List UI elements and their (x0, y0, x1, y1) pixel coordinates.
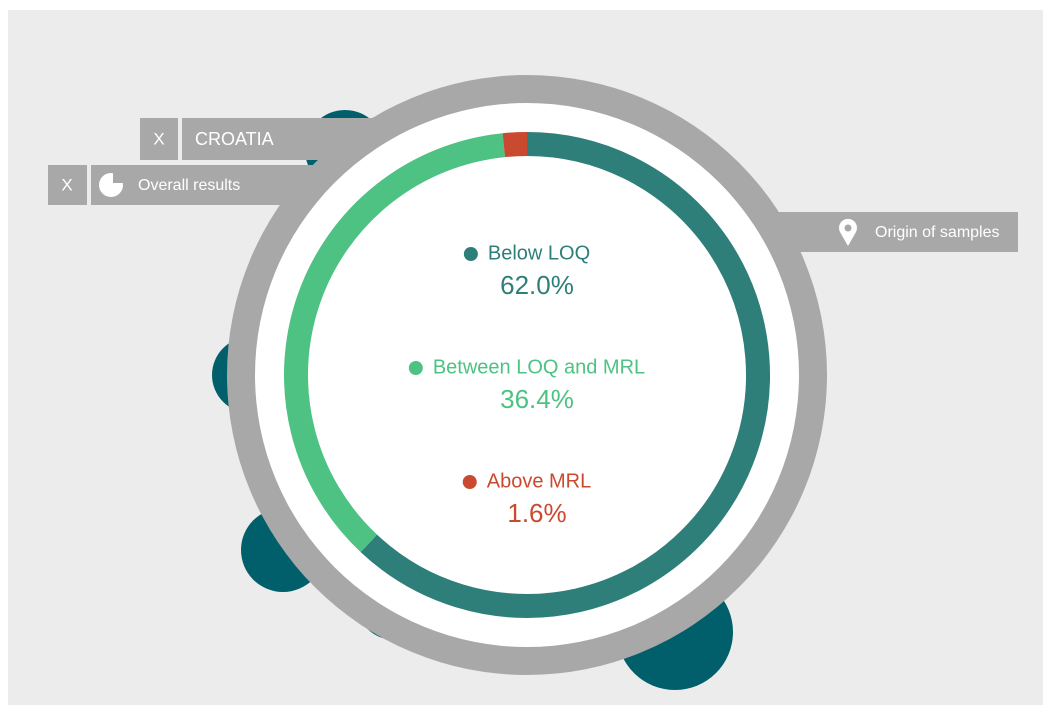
value-label: 62.0% (500, 270, 574, 300)
donut (284, 132, 770, 618)
pie-icon-slice (113, 171, 125, 183)
donut-segment (502, 132, 528, 158)
origin-button[interactable]: Origin of samples (760, 212, 1018, 252)
value-label: 1.6% (507, 498, 566, 528)
origin-label: Origin of samples (875, 224, 1000, 241)
filter-label: CROATIA (195, 129, 274, 149)
pin-icon (839, 218, 857, 246)
close-label: X (61, 175, 72, 194)
donut-segment (360, 132, 770, 618)
value-label: 36.4% (500, 384, 574, 414)
filter-overall: X Overall results (48, 165, 331, 205)
legend-dot (462, 475, 477, 489)
inner-disc (255, 103, 799, 647)
legend-label: Above MRL (487, 470, 592, 492)
legend-label: Between LOQ and MRL (433, 356, 645, 378)
close-button[interactable] (140, 118, 178, 160)
origin-box[interactable] (760, 212, 1018, 252)
legend: Below LOQ 62.0% Between LOQ and MRL 36.4% Ab… (408, 242, 645, 528)
legend-dot (408, 361, 423, 375)
filter-label: Overall results (138, 177, 240, 194)
pin-hole (844, 224, 852, 232)
close-label: X (153, 129, 164, 148)
legend-label: Below LOQ (488, 242, 590, 264)
donut-segment (284, 133, 506, 553)
close-button[interactable] (48, 165, 87, 205)
legend-dot (463, 247, 478, 261)
